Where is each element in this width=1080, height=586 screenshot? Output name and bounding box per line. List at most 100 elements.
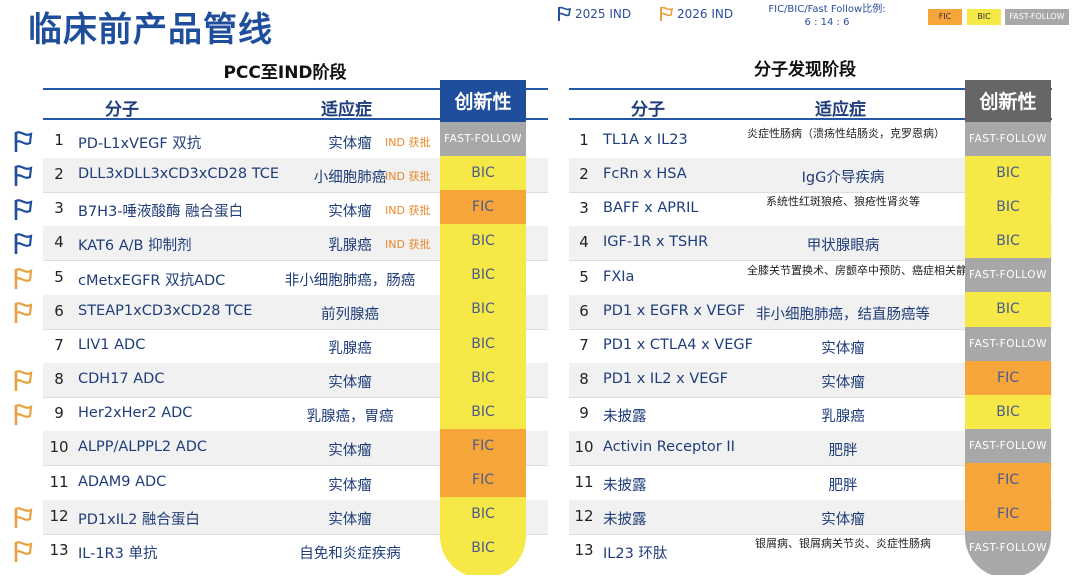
row-number: 13 bbox=[574, 540, 594, 559]
molecule-name: CDH17 ADC bbox=[78, 371, 165, 388]
indication: 系统性红斑狼疮、狼疮性肾炎等 bbox=[766, 195, 920, 209]
indication: 非小细胞肺癌，肠癌 bbox=[284, 272, 416, 289]
molecule-name: B7H3-唾液酸酶 融合蛋白 bbox=[78, 204, 244, 221]
innovation-cell-bic: BIC bbox=[440, 156, 526, 191]
molecule-name: 未披露 bbox=[603, 511, 647, 528]
indication: 实体瘤 bbox=[821, 340, 865, 357]
innovation-cell-bic: BIC bbox=[440, 258, 526, 293]
row-divider bbox=[569, 260, 1052, 262]
innovation-cell-bic: BIC bbox=[440, 292, 526, 327]
indication: 实体瘤 bbox=[821, 375, 865, 392]
innovation-cell-bic: BIC bbox=[965, 224, 1051, 259]
molecule-name: PD1 x CTLA4 x VEGF bbox=[603, 336, 753, 353]
row-divider bbox=[43, 465, 548, 467]
innovation-cell-bic: BIC bbox=[965, 156, 1051, 191]
right-innovation-header: 创新性 bbox=[965, 80, 1051, 122]
flag-icon bbox=[14, 301, 33, 323]
row-number: 2 bbox=[54, 165, 64, 184]
row-number: 4 bbox=[579, 233, 589, 252]
row-number: 10 bbox=[574, 438, 594, 457]
ind-approved-tag: IND 获批 bbox=[385, 170, 431, 184]
ind-flag-blue bbox=[12, 164, 34, 188]
ind-flag-blue bbox=[12, 198, 34, 222]
row-divider bbox=[43, 260, 548, 262]
indication: IgG介导疾病 bbox=[801, 170, 885, 187]
innovation-cell-fic: FIC bbox=[965, 360, 1051, 395]
innovation-cell-fic: FIC bbox=[440, 190, 526, 225]
molecule-name: ADAM9 ADC bbox=[78, 473, 167, 490]
ind-flag-blue bbox=[12, 130, 34, 154]
molecule-name: PD-L1xVEGF 双抗 bbox=[78, 136, 202, 152]
molecule-name: IL23 环肽 bbox=[603, 545, 668, 562]
flag-icon bbox=[14, 165, 33, 187]
row-divider bbox=[569, 192, 1052, 194]
innovation-cell-bic: BIC bbox=[965, 292, 1051, 327]
row-number: 12 bbox=[49, 506, 69, 525]
legend-2025: 2025 IND bbox=[556, 6, 631, 22]
ind-flag-orange bbox=[12, 403, 34, 427]
row-number: 3 bbox=[54, 199, 64, 218]
molecule-name: IL-1R3 单抗 bbox=[78, 545, 158, 562]
indication: 甲状腺眼病 bbox=[806, 238, 880, 255]
ind-flag-orange bbox=[12, 540, 34, 564]
row-divider bbox=[43, 192, 548, 194]
row-divider bbox=[569, 328, 1052, 330]
right-header-indication: 适应症 bbox=[815, 100, 866, 120]
innovation-cell-fic: FIC bbox=[440, 462, 526, 498]
innovation-cell-ff: FAST-FOLLOW bbox=[965, 326, 1051, 361]
indication: 实体瘤 bbox=[328, 477, 372, 494]
indication: 银屑病、银屑病关节炎、炎症性肠病 bbox=[755, 536, 931, 550]
molecule-name: LIV1 ADC bbox=[78, 336, 146, 353]
table-row: 13 IL23 环肽 银屑病、银屑病关节炎、炎症性肠病 bbox=[569, 534, 1052, 568]
innovation-cell-bic: BIC bbox=[440, 224, 526, 259]
left-innovation-header: 创新性 bbox=[440, 80, 526, 122]
swatch-bic: BIC bbox=[967, 9, 1001, 25]
row-number: 4 bbox=[54, 233, 64, 252]
swatch-ff: FAST-FOLLOW bbox=[1005, 9, 1069, 25]
row-number: 9 bbox=[54, 404, 64, 423]
molecule-name: cMetxEGFR 双抗ADC bbox=[78, 272, 226, 289]
ratio-text: FIC/BIC/Fast Follow比例: 6 : 14 : 6 bbox=[768, 3, 886, 29]
molecule-name: KAT6 A/B 抑制剂 bbox=[78, 238, 192, 255]
indication: 乳腺癌，胃癌 bbox=[306, 409, 394, 426]
innovation-cell-bic: BIC bbox=[440, 531, 526, 576]
indication: 实体瘤 bbox=[328, 375, 372, 392]
left-header-row: 分子 适应症 bbox=[43, 88, 548, 120]
row-number: 1 bbox=[54, 131, 64, 149]
row-divider bbox=[43, 328, 548, 330]
row-divider bbox=[569, 465, 1052, 467]
flag-icon bbox=[660, 6, 674, 21]
row-number: 7 bbox=[54, 335, 64, 354]
molecule-name: Activin Receptor II bbox=[603, 439, 735, 456]
legend-2026-label: 2026 IND bbox=[677, 7, 734, 21]
row-number: 10 bbox=[49, 438, 69, 457]
row-number: 13 bbox=[49, 540, 69, 559]
innovation-cell-bic: BIC bbox=[965, 394, 1051, 429]
row-number: 8 bbox=[579, 370, 589, 389]
ind-flag-orange bbox=[12, 369, 34, 393]
innovation-cell-ff: FAST-FOLLOW bbox=[965, 428, 1051, 463]
left-innovation-column: 创新性 FAST-FOLLOW BIC FIC BIC BIC BIC BIC BIC BIC FI… bbox=[440, 80, 526, 578]
molecule-name: 未披露 bbox=[603, 477, 647, 494]
row-number: 6 bbox=[54, 301, 64, 320]
molecule-name: 未披露 bbox=[603, 409, 647, 426]
left-section-title: PCC至IND阶段 bbox=[223, 63, 347, 83]
molecule-name: PD1 x IL2 x VEGF bbox=[603, 371, 728, 388]
row-number: 8 bbox=[54, 370, 64, 389]
ind-approved-tag: IND 获批 bbox=[385, 136, 431, 149]
row-number: 11 bbox=[574, 472, 594, 491]
molecule-name: BAFF x APRIL bbox=[603, 200, 699, 217]
innovation-cell-fic: FIC bbox=[440, 428, 526, 463]
flag-icon bbox=[14, 267, 33, 289]
ind-flag-orange bbox=[12, 301, 34, 325]
innovation-cell-ff: FAST-FOLLOW bbox=[965, 531, 1051, 576]
indication: 非小细胞肺癌，结直肠癌等 bbox=[756, 306, 930, 323]
legend-2025-label: 2025 IND bbox=[575, 7, 632, 21]
indication: 乳腺癌 bbox=[328, 340, 372, 357]
row-number: 9 bbox=[579, 404, 589, 423]
row-number: 2 bbox=[579, 165, 589, 184]
row-number: 5 bbox=[54, 267, 64, 286]
indication: 实体瘤 bbox=[328, 204, 372, 221]
row-number: 7 bbox=[579, 335, 589, 354]
molecule-name: DLL3xDLL3xCD3xCD28 TCE bbox=[78, 166, 279, 183]
